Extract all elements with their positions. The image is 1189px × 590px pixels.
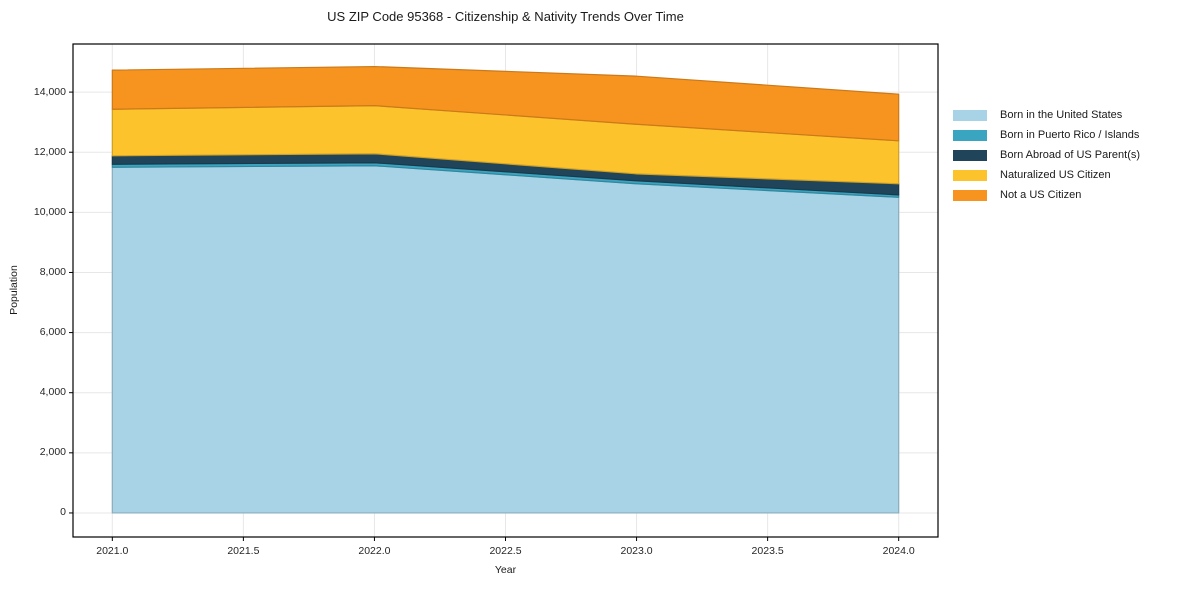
y-tick-label: 10,000 — [33, 205, 66, 218]
x-tick-label: 2022.0 — [358, 545, 391, 557]
legend-item: Naturalized US Citizen — [953, 165, 1140, 185]
y-tick-label: 0 — [60, 506, 66, 519]
y-tick-label: 12,000 — [33, 145, 66, 158]
legend: Born in the United States Born in Puerto … — [953, 105, 1140, 205]
legend-swatch — [953, 129, 987, 141]
x-axis-label: Year — [494, 564, 517, 576]
legend-label: Born in Puerto Rico / Islands — [1000, 129, 1140, 141]
x-tick-label: 2022.5 — [489, 545, 522, 557]
chart-title: US ZIP Code 95368 - Citizenship & Nativi… — [327, 9, 684, 24]
legend-swatch — [953, 169, 987, 181]
y-tick-label: 6,000 — [39, 326, 66, 339]
legend-label: Born in the United States — [1000, 109, 1123, 121]
y-tick-label: 14,000 — [33, 85, 66, 98]
legend-swatch — [953, 109, 987, 121]
legend-item: Born in Puerto Rico / Islands — [953, 125, 1140, 145]
legend-swatch — [953, 149, 987, 161]
x-tick-label: 2023.0 — [620, 545, 653, 557]
x-tick-label: 2023.5 — [751, 545, 784, 557]
x-tick-label: 2021.5 — [227, 545, 260, 557]
legend-label: Born Abroad of US Parent(s) — [1000, 149, 1141, 161]
area-series — [111, 165, 900, 514]
legend-item: Not a US Citizen — [953, 185, 1140, 205]
legend-label: Naturalized US Citizen — [1000, 169, 1111, 181]
legend-item: Born Abroad of US Parent(s) — [953, 145, 1140, 165]
legend-item: Born in the United States — [953, 105, 1140, 125]
y-tick-label: 4,000 — [39, 386, 66, 399]
y-tick-label: 8,000 — [39, 265, 66, 278]
area-series — [111, 65, 900, 142]
y-tick-label: 2,000 — [39, 446, 66, 459]
x-tick-label: 2021.0 — [96, 545, 129, 557]
x-tick-label: 2024.0 — [882, 545, 915, 557]
legend-swatch — [953, 189, 987, 201]
legend-label: Not a US Citizen — [1000, 189, 1082, 201]
